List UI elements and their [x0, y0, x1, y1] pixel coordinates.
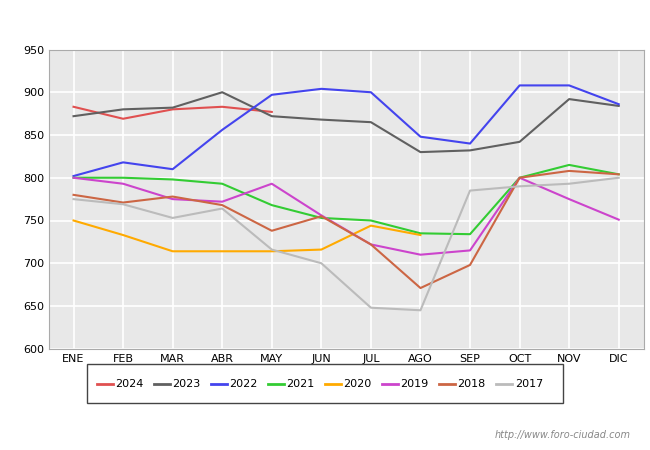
Text: 2017: 2017 — [515, 378, 543, 389]
Text: 2024: 2024 — [115, 378, 143, 389]
Text: 2021: 2021 — [286, 378, 315, 389]
Text: http://www.foro-ciudad.com: http://www.foro-ciudad.com — [495, 430, 630, 440]
Text: 2020: 2020 — [343, 378, 372, 389]
FancyBboxPatch shape — [87, 364, 563, 403]
Text: 2022: 2022 — [229, 378, 257, 389]
Text: 2019: 2019 — [400, 378, 428, 389]
Text: Afiliados en Albalat de la Ribera a 31/5/2024: Afiliados en Albalat de la Ribera a 31/5… — [131, 14, 519, 33]
Text: 2018: 2018 — [458, 378, 486, 389]
Text: 2023: 2023 — [172, 378, 200, 389]
